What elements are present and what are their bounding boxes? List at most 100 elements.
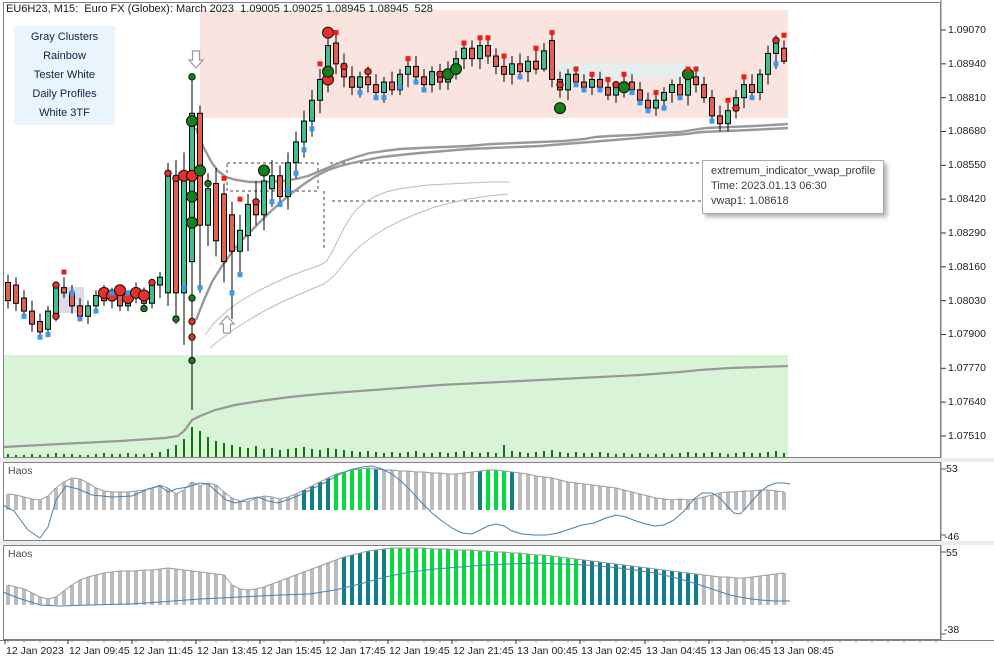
volume-bar [703,453,705,457]
histogram-bar [758,576,762,605]
histogram-bar [742,491,746,510]
histogram-bar [774,574,778,605]
red-square-marker [317,61,323,67]
histogram-bar [118,571,122,605]
histogram-bar [350,470,354,510]
blue-square-marker [677,95,683,101]
volume-bar [655,454,657,457]
histogram-bar [566,558,570,605]
red-circle-marker [364,67,372,76]
green-circle-marker [188,73,196,81]
candle-body [773,42,779,54]
histogram-bar [734,578,738,605]
histogram-bar [326,563,330,605]
green-circle-marker [188,294,196,302]
histogram-bar [54,597,58,605]
volume-bar [783,453,785,457]
indicator2-min-label: -38 [944,624,960,636]
histogram-bar [174,569,178,605]
histogram-bar [222,492,226,510]
histogram-bar [350,555,354,605]
time-axis[interactable]: 12 Jan 2023 12 Jan 09:45 12 Jan 11:45 12 Ja… [0,641,994,664]
price-axis-label: 1.07510 [948,429,986,442]
histogram-bar [582,560,586,605]
histogram-bar [414,472,418,510]
volume-bar [31,454,33,457]
blue-square-marker [93,308,99,314]
price-axis-label: 1.08290 [948,226,986,239]
red-square-marker [333,30,339,36]
window-splitter-2[interactable] [0,541,994,545]
volume-bar [487,452,489,457]
candle-body [253,203,259,216]
histogram-bar [670,571,674,605]
histogram-bar [518,473,522,510]
histogram-bar [606,563,610,605]
red-circle-marker [164,169,172,177]
candle-body [589,78,595,88]
red-square-marker [485,35,491,41]
histogram-bar [318,482,322,510]
histogram-bar [14,587,18,605]
histogram-bar [342,472,346,510]
histogram-bar [710,495,714,510]
volume-bar [631,454,633,457]
candle-body [469,47,475,60]
price-axis-label: 1.07640 [948,396,986,409]
histogram-bar [270,584,274,605]
window-splitter-1[interactable] [0,458,994,462]
red-circle-marker [322,26,334,39]
time-axis-label: 12 Jan 11:45 [133,645,193,657]
candle-body [229,214,235,252]
price-axis-label: 1.08810 [948,91,986,104]
green-circle-marker [618,81,630,94]
candle-body [661,91,667,101]
histogram-bar [782,573,786,605]
histogram-bar [182,570,186,605]
histogram-bar [734,492,738,510]
histogram-bar [486,551,490,605]
price-axis-label: 1.08160 [948,260,986,273]
volume-bar [415,451,417,457]
histogram-bar [694,499,698,510]
volume-bar [431,453,433,457]
candle-body [581,81,587,88]
histogram-envelope [7,467,785,503]
blue-square-marker [269,199,275,205]
red-circle-marker [772,36,780,45]
blue-square-marker [421,87,427,93]
volume-bar [263,449,265,457]
price-axis[interactable]: 1.09070 1.08940 1.08810 1.08680 1.08550 1.084… [941,0,994,640]
histogram-bar [438,473,442,510]
histogram-bar [270,497,274,510]
histogram-bar [694,574,698,605]
candle-body [285,162,291,198]
candle-body [357,76,363,88]
blue-square-marker [301,147,307,153]
red-circle-marker [148,278,156,287]
candle-body [405,65,411,75]
histogram-bar [638,567,642,605]
blue-square-marker [77,316,83,322]
histogram-bar [134,491,138,510]
candle-body [205,188,211,226]
volume-bar [495,453,497,457]
candle-body [149,284,155,304]
red-square-marker [549,30,555,36]
histogram-bar [550,478,554,510]
histogram-bar [638,494,642,510]
candle-body [693,76,699,86]
histogram-bar [542,477,546,510]
candle-body [221,193,227,263]
blue-square-marker [573,82,579,88]
time-axis-label: 13 Jan 02:45 [581,645,642,657]
blue-square-marker [109,290,115,296]
histogram-bar [742,578,746,605]
blue-square-marker [229,290,235,296]
histogram-bar [542,555,546,605]
volume-bar [559,452,561,457]
volume-bar [111,454,113,457]
red-circle-marker [188,317,196,326]
histogram-bar [302,572,306,605]
